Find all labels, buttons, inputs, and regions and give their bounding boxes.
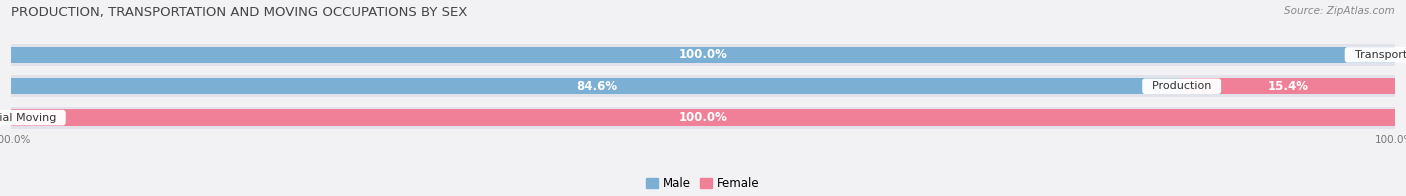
Text: 0.0%: 0.0% xyxy=(18,111,51,124)
Bar xyxy=(11,109,1395,126)
Text: 100.0%: 100.0% xyxy=(679,48,727,61)
Text: PRODUCTION, TRANSPORTATION AND MOVING OCCUPATIONS BY SEX: PRODUCTION, TRANSPORTATION AND MOVING OC… xyxy=(11,6,468,19)
Text: 84.6%: 84.6% xyxy=(576,80,617,93)
Bar xyxy=(11,47,1395,63)
Bar xyxy=(11,75,1395,97)
Legend: Male, Female: Male, Female xyxy=(641,173,765,195)
Bar xyxy=(1181,78,1395,94)
Bar xyxy=(11,44,1395,66)
Text: 100.0%: 100.0% xyxy=(679,111,727,124)
Text: 0.0%: 0.0% xyxy=(1355,48,1388,61)
Text: Source: ZipAtlas.com: Source: ZipAtlas.com xyxy=(1284,6,1395,16)
Text: Material Moving: Material Moving xyxy=(0,113,63,123)
Text: 15.4%: 15.4% xyxy=(1268,80,1309,93)
Bar xyxy=(11,107,1395,129)
Text: Transportation: Transportation xyxy=(1347,50,1406,60)
Text: Production: Production xyxy=(1144,81,1219,91)
Bar xyxy=(11,78,1181,94)
